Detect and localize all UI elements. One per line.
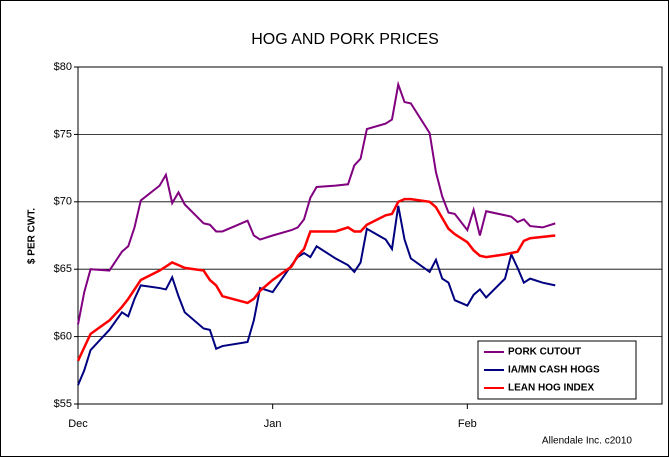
y-tick-label: $60 xyxy=(54,331,72,343)
source: Allendale Inc. c2010 xyxy=(542,436,633,447)
y-tick-label: $55 xyxy=(54,398,72,410)
legend-box xyxy=(477,340,637,400)
x-tick-label: Feb xyxy=(458,418,477,430)
series-line xyxy=(77,80,556,325)
y-tick-label: $75 xyxy=(54,128,72,140)
x-tick-label: Jan xyxy=(264,418,282,430)
y-tick-label: $65 xyxy=(54,263,72,275)
series-line xyxy=(76,197,556,362)
chart-title: HOG AND PORK PRICES xyxy=(251,31,439,48)
y-tick-label: $70 xyxy=(54,196,72,208)
y-axis-label: $ PER CWT. xyxy=(27,208,38,264)
legend-label: IA/MN CASH HOGS xyxy=(508,365,600,376)
series-line xyxy=(77,205,556,386)
y-tick-label: $80 xyxy=(54,61,72,73)
x-tick-label: Dec xyxy=(68,418,88,430)
plot-area xyxy=(77,66,663,405)
legend-label: LEAN HOG INDEX xyxy=(508,383,594,394)
legend-label: PORK CUTOUT xyxy=(508,347,581,358)
